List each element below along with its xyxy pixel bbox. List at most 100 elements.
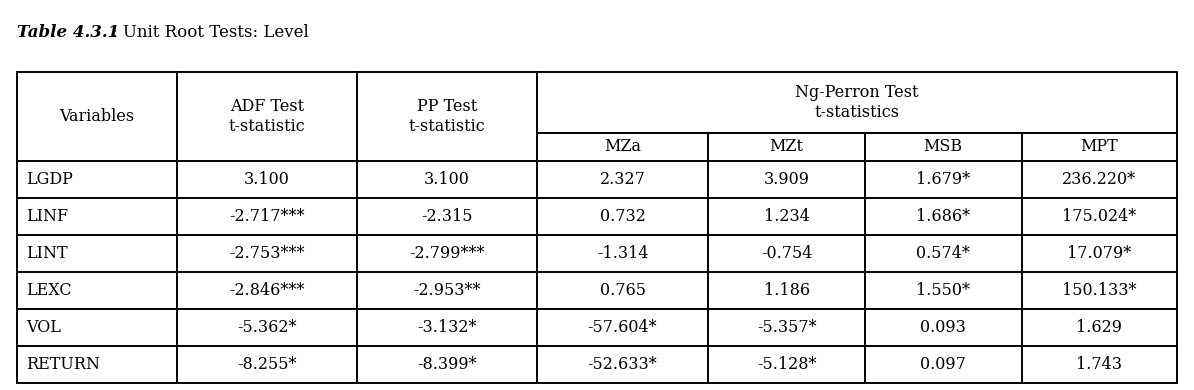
Bar — [17, 72, 1177, 383]
Bar — [708, 198, 864, 235]
Bar — [864, 161, 1022, 198]
Bar — [708, 272, 864, 309]
Text: LINF: LINF — [26, 208, 69, 225]
Bar — [536, 346, 708, 383]
Bar — [536, 309, 708, 346]
Text: -52.633*: -52.633* — [587, 356, 658, 373]
Bar — [708, 309, 864, 346]
Bar — [536, 272, 708, 309]
Bar — [1022, 272, 1177, 309]
Bar — [536, 72, 1177, 133]
Text: 0.765: 0.765 — [599, 282, 646, 299]
Text: 1.629: 1.629 — [1076, 319, 1122, 336]
Bar — [864, 235, 1022, 272]
Text: -5.357*: -5.357* — [757, 319, 817, 336]
Bar — [864, 198, 1022, 235]
Text: -57.604*: -57.604* — [587, 319, 658, 336]
Bar — [1022, 198, 1177, 235]
Bar — [1022, 309, 1177, 346]
Bar — [536, 235, 708, 272]
Text: LGDP: LGDP — [26, 171, 73, 188]
Bar — [864, 309, 1022, 346]
Bar — [177, 161, 357, 198]
Text: -3.132*: -3.132* — [417, 319, 476, 336]
Text: -2.315: -2.315 — [421, 208, 473, 225]
Bar — [708, 133, 864, 161]
Text: 236.220*: 236.220* — [1063, 171, 1137, 188]
Bar — [708, 161, 864, 198]
Text: -1.314: -1.314 — [597, 245, 648, 262]
Text: -2.717***: -2.717*** — [229, 208, 304, 225]
Bar — [177, 72, 357, 161]
Bar — [1022, 346, 1177, 383]
Text: 1.686*: 1.686* — [916, 208, 971, 225]
Bar — [864, 133, 1022, 161]
Bar — [708, 346, 864, 383]
Text: RETURN: RETURN — [26, 356, 100, 373]
Text: MPT: MPT — [1081, 138, 1118, 155]
Text: 1.234: 1.234 — [764, 208, 810, 225]
Bar — [17, 161, 177, 198]
Text: MZa: MZa — [604, 138, 641, 155]
Text: Table 4.3.1: Table 4.3.1 — [17, 24, 119, 41]
Text: Variables: Variables — [60, 108, 135, 125]
Bar — [177, 235, 357, 272]
Text: Ng-Perron Test
t-statistics: Ng-Perron Test t-statistics — [795, 84, 918, 121]
Bar — [17, 198, 177, 235]
Text: PP Test
t-statistic: PP Test t-statistic — [408, 98, 485, 135]
Bar — [357, 235, 536, 272]
Bar — [177, 198, 357, 235]
Bar — [357, 198, 536, 235]
Text: -2.953**: -2.953** — [413, 282, 480, 299]
Bar — [357, 272, 536, 309]
Text: ADF Test
t-statistic: ADF Test t-statistic — [228, 98, 306, 135]
Text: LEXC: LEXC — [26, 282, 72, 299]
Text: -2.799***: -2.799*** — [410, 245, 485, 262]
Bar — [708, 235, 864, 272]
Text: 0.097: 0.097 — [921, 356, 966, 373]
Bar — [1022, 235, 1177, 272]
Bar — [17, 235, 177, 272]
Text: -2.753***: -2.753*** — [229, 245, 304, 262]
Bar — [357, 309, 536, 346]
Bar — [536, 133, 708, 161]
Text: 3.100: 3.100 — [244, 171, 290, 188]
Bar — [1022, 133, 1177, 161]
Text: 17.079*: 17.079* — [1067, 245, 1132, 262]
Bar — [357, 72, 536, 161]
Text: 0.093: 0.093 — [921, 319, 966, 336]
Text: -8.255*: -8.255* — [238, 356, 297, 373]
Bar — [17, 346, 177, 383]
Bar — [177, 272, 357, 309]
Bar — [864, 272, 1022, 309]
Text: 0.732: 0.732 — [599, 208, 646, 225]
Text: -5.362*: -5.362* — [238, 319, 297, 336]
Text: 2.327: 2.327 — [599, 171, 646, 188]
Text: -0.754: -0.754 — [761, 245, 812, 262]
Text: -2.846***: -2.846*** — [229, 282, 304, 299]
Text: 1.186: 1.186 — [764, 282, 810, 299]
Text: 1.679*: 1.679* — [916, 171, 971, 188]
Bar — [357, 346, 536, 383]
Text: VOL: VOL — [26, 319, 61, 336]
Bar — [17, 309, 177, 346]
Text: MSB: MSB — [924, 138, 962, 155]
Text: : Unit Root Tests: Level: : Unit Root Tests: Level — [112, 24, 309, 41]
Bar — [17, 272, 177, 309]
Text: MZt: MZt — [770, 138, 804, 155]
Text: 175.024*: 175.024* — [1063, 208, 1137, 225]
Text: LINT: LINT — [26, 245, 68, 262]
Text: 1.743: 1.743 — [1076, 356, 1122, 373]
Text: 1.550*: 1.550* — [916, 282, 971, 299]
Text: -5.128*: -5.128* — [757, 356, 817, 373]
Bar — [536, 198, 708, 235]
Bar — [864, 346, 1022, 383]
Text: 3.909: 3.909 — [764, 171, 810, 188]
Bar — [177, 309, 357, 346]
Text: -8.399*: -8.399* — [417, 356, 476, 373]
Text: 3.100: 3.100 — [424, 171, 469, 188]
Bar — [536, 161, 708, 198]
Text: 150.133*: 150.133* — [1061, 282, 1137, 299]
Bar — [1022, 161, 1177, 198]
Bar — [177, 346, 357, 383]
